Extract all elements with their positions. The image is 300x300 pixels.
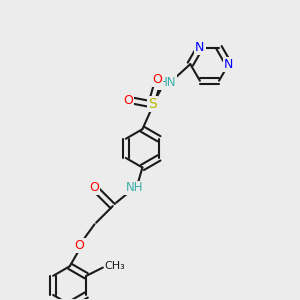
- Text: N: N: [195, 41, 205, 54]
- Text: O: O: [152, 74, 162, 86]
- Text: S: S: [148, 97, 157, 111]
- Text: NH: NH: [125, 182, 143, 194]
- Text: HN: HN: [158, 76, 176, 89]
- Text: N: N: [224, 58, 233, 70]
- Text: O: O: [75, 239, 85, 252]
- Text: O: O: [124, 94, 134, 107]
- Text: CH₃: CH₃: [104, 261, 125, 271]
- Text: O: O: [90, 182, 100, 194]
